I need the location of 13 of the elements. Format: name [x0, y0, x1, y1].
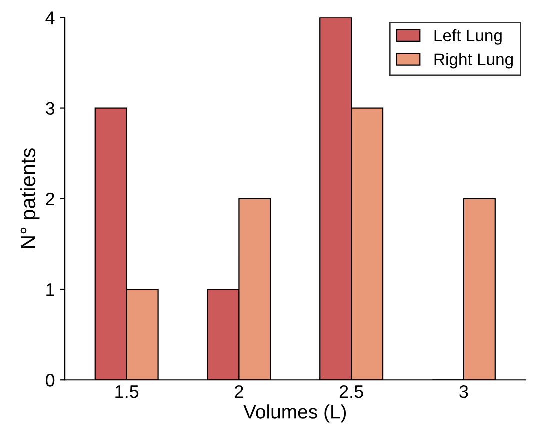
x-tick-label: 2.5 — [340, 385, 364, 398]
x-tick-label: 1.5 — [116, 386, 139, 398]
y-tick-label: 4 — [46, 12, 55, 24]
legend-label: Left Lung — [434, 29, 502, 45]
x-tick-label: 2 — [235, 385, 244, 398]
y-tick-label: 0 — [46, 374, 55, 387]
y-tick-label: 3 — [46, 102, 55, 116]
x-axis-title: Volumes (L) — [244, 404, 346, 423]
y-tick-label: 2 — [46, 192, 54, 206]
y-tick-label: 1 — [46, 284, 54, 296]
x-tick-label: 3 — [460, 385, 468, 398]
legend-label: Right Lung — [434, 53, 514, 69]
y-axis-title: N° patients — [20, 148, 40, 248]
